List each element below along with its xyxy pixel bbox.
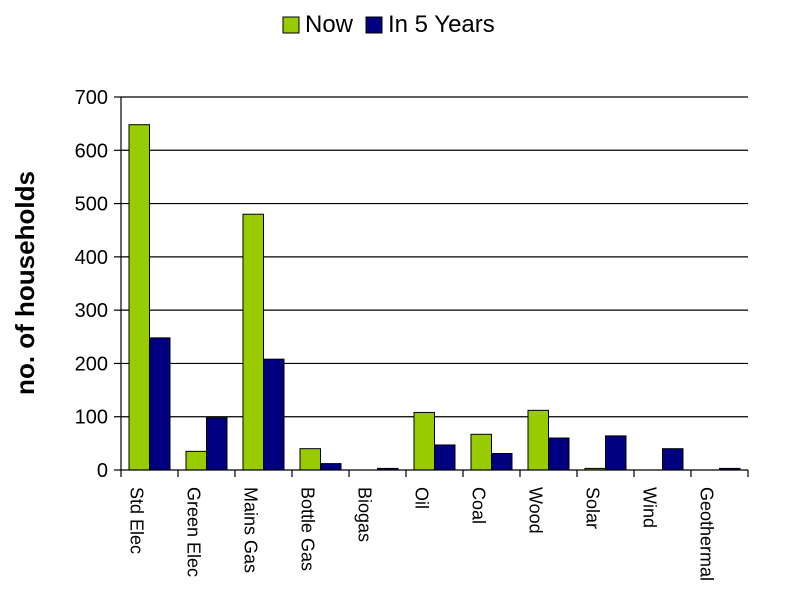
bar-in-5-years <box>320 463 342 471</box>
x-tick-label: Oil <box>412 487 432 509</box>
x-tick-label: Geothermal <box>697 487 717 581</box>
legend-swatch <box>282 16 300 34</box>
legend-label: In 5 Years <box>388 11 495 38</box>
bar-now <box>128 124 150 471</box>
x-tick-label: Bottle Gas <box>298 487 318 571</box>
bar-in-5-years <box>263 358 285 471</box>
x-tick-label: Coal <box>469 487 489 524</box>
bar-in-5-years <box>548 437 570 471</box>
x-tick-label: Wind <box>640 487 660 528</box>
y-tick-label: 0 <box>97 460 108 482</box>
x-tick-label: Std Elec <box>127 487 147 554</box>
x-tick-label: Mains Gas <box>241 487 261 573</box>
y-axis-title-group: no. of households <box>10 171 40 395</box>
bar-now <box>242 213 264 471</box>
y-tick-label: 200 <box>75 353 108 375</box>
bar-in-5-years <box>491 452 513 471</box>
gridlines <box>121 96 748 418</box>
y-tick-label: 100 <box>75 407 108 429</box>
y-tick-label: 500 <box>75 194 108 216</box>
bar-now <box>527 409 549 471</box>
bars <box>128 124 741 471</box>
bar-in-5-years <box>206 417 228 471</box>
bar-in-5-years <box>149 337 171 471</box>
bar-in-5-years <box>605 435 627 471</box>
y-tick-labels: 0 100 200 300 400 500 600 700 <box>75 87 108 482</box>
bar-now <box>299 448 321 471</box>
legend: Now In 5 Years <box>282 11 495 38</box>
bar-in-5-years <box>434 444 456 471</box>
x-tick-label: Solar <box>583 487 603 529</box>
y-tick-label: 600 <box>75 140 108 162</box>
bar-now <box>413 411 435 471</box>
bar-in-5-years <box>662 448 684 471</box>
y-tick-label: 300 <box>75 300 108 322</box>
x-tick-labels: Std Elec Green Elec Mains Gas Bottle Gas Bio… <box>127 487 717 581</box>
y-tick-label: 400 <box>75 247 108 269</box>
legend-label: Now <box>305 11 354 38</box>
y-tick-label: 700 <box>75 87 108 109</box>
x-tick-label: Wood <box>526 487 546 534</box>
x-tick-label: Green Elec <box>184 487 204 577</box>
bar-now <box>470 433 492 471</box>
y-axis-title: no. of households <box>10 171 40 395</box>
axes <box>114 96 749 477</box>
legend-swatch <box>365 16 383 34</box>
x-tick-label: Biogas <box>355 487 375 542</box>
bar-now <box>185 450 207 471</box>
